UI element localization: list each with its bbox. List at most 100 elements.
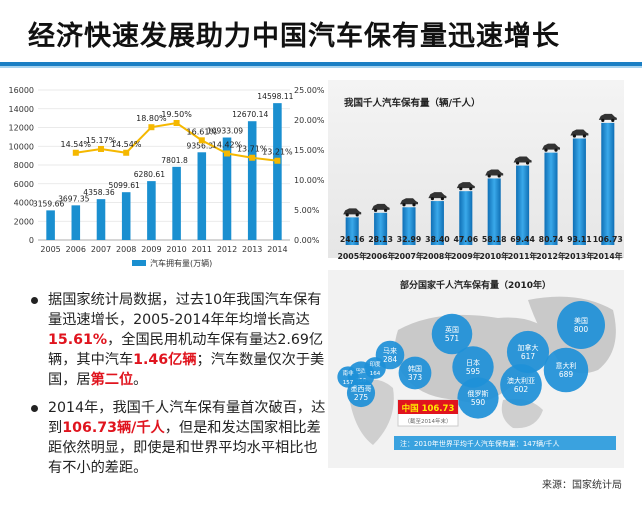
country-name: 印度	[369, 360, 381, 368]
x-tick-label: 2013年	[565, 251, 595, 261]
bar-value-label: 58.18	[482, 235, 507, 244]
growth-value-label: 14.54%	[61, 140, 92, 149]
bullet-segment: ；汽车数量仅次于美国，居	[48, 352, 325, 388]
y-tick-label: 14000	[9, 105, 34, 114]
x-tick-label: 2008	[116, 245, 136, 254]
country-name: 澳大利亚	[507, 376, 535, 385]
car-icon	[598, 113, 617, 120]
growth-value-label: 15.17%	[86, 136, 117, 145]
car-icon	[343, 208, 362, 215]
x-tick-label: 2006年	[366, 251, 396, 261]
country-value: 164	[370, 371, 381, 377]
bar	[572, 138, 586, 245]
car-wheel-icon	[384, 208, 388, 212]
highlight-text: 1.46亿辆	[133, 352, 197, 368]
bar-value-label: 3159.66	[33, 199, 65, 208]
bar-value-label: 93.11	[567, 235, 592, 244]
bar	[197, 152, 207, 240]
y-tick-label: 4000	[14, 199, 34, 208]
china-label: 中国 106.73	[402, 403, 455, 414]
x-tick-label: 2012年	[536, 251, 566, 261]
car-icon	[513, 156, 532, 163]
country-value: 800	[574, 325, 589, 334]
growth-point	[123, 149, 130, 156]
footnote-text: 注：2010年世界平均千人汽车保有量：147辆/千人	[400, 439, 560, 448]
country-bubble	[543, 347, 589, 393]
bar	[402, 207, 416, 245]
y2-tick-label: 15.00%	[294, 146, 325, 155]
country-name: 美国	[574, 316, 588, 325]
car-wheel-icon	[355, 213, 359, 217]
growth-value-label: 19.50%	[161, 110, 192, 119]
country-bubble	[457, 377, 499, 419]
highlight-text: 15.61%	[48, 332, 108, 348]
bar-value-label: 24.16	[340, 235, 365, 244]
bar	[516, 165, 530, 245]
bar-value-label: 4358.36	[83, 188, 115, 197]
country-bubble	[337, 366, 359, 388]
bar-value-label: 106.73	[593, 235, 623, 244]
car-wheel-icon	[526, 161, 530, 165]
legend-swatch	[132, 260, 146, 266]
car-wheel-icon	[440, 196, 444, 201]
car-wheel-icon	[402, 203, 406, 207]
bar-value-label: 32.99	[397, 235, 422, 244]
country-value: 617	[521, 352, 536, 361]
bar	[147, 181, 156, 240]
highlight-text: 第二位	[90, 372, 134, 388]
country-name: 加拿大	[518, 343, 539, 352]
x-tick-label: 2008年	[423, 251, 453, 261]
growth-point	[173, 120, 180, 126]
y2-tick-label: 20.00%	[294, 116, 325, 125]
bar-value-label: 38.40	[425, 235, 450, 244]
country-name: 日本	[466, 358, 480, 367]
bar	[71, 205, 81, 240]
y2-tick-label: 10.00%	[294, 176, 325, 185]
country-name: 韩国	[408, 364, 422, 373]
bar	[247, 121, 257, 240]
country-bubble	[557, 301, 605, 349]
country-bubble	[431, 313, 473, 355]
country-value: 373	[408, 373, 423, 382]
bar-value-label: 14598.11	[257, 92, 293, 101]
car-wheel-icon	[487, 174, 491, 178]
source-note: 来源：国家统计局	[542, 480, 622, 491]
bar-value-label: 5099.61	[108, 181, 140, 190]
growth-point	[98, 145, 104, 152]
bullet-segment: ，但是和发达国家相比差距依然明显，即使是和世界平均水平相比也有不小的差距。	[48, 420, 321, 476]
y-tick-label: 8000	[14, 161, 34, 170]
car-icon	[400, 198, 418, 205]
china-note: （截至2014年末）	[405, 417, 452, 425]
x-tick-label: 2014年	[593, 251, 623, 261]
country-bubble	[346, 378, 376, 408]
country-bubble	[500, 364, 542, 406]
bullet-segment: 2014年，我国千人汽车保有量首次破百，达到	[48, 400, 326, 436]
growth-point	[249, 154, 256, 161]
chart-title: 我国千人汽车保有量（辆/千人）	[344, 97, 480, 109]
country-name: 英国	[445, 325, 459, 334]
x-tick-label: 2009年	[451, 251, 481, 261]
country-value: 571	[445, 334, 460, 343]
bar	[487, 178, 501, 245]
bar	[172, 166, 181, 240]
highlight-text: 106.73辆/千人	[62, 420, 165, 436]
car-wheel-icon	[544, 148, 548, 152]
y-tick-label: 2000	[14, 217, 34, 226]
y2-tick-label: 25.00%	[294, 86, 325, 95]
legend-label: 汽车拥有量(万辆)	[150, 258, 212, 268]
growth-point	[198, 137, 205, 144]
x-tick-label: 2011年	[508, 251, 538, 261]
car-wheel-icon	[497, 174, 501, 178]
title-underline	[0, 62, 642, 66]
car-wheel-icon	[611, 118, 615, 123]
x-tick-label: 2014	[267, 245, 287, 254]
x-tick-label: 2012	[217, 245, 237, 254]
bullet-segment: 。	[133, 372, 148, 388]
bar-value-label: 12670.14	[232, 110, 268, 119]
car-ownership-chart: 0 2000 4000 6000 8000 10000 12000 14000 16000 0.0…	[9, 86, 325, 268]
country-value: 689	[559, 370, 574, 379]
country-bubble	[506, 330, 550, 374]
bullet-text: 据国家统计局数据，过去10年我国汽车保有量迅速增长，2005-2014年年均增长…	[48, 292, 324, 388]
x-tick-label: 2011	[192, 245, 212, 254]
